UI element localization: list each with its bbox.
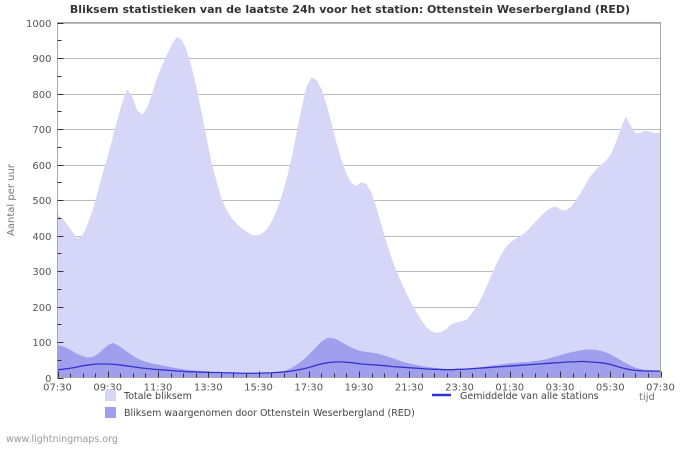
average-line-series	[57, 360, 661, 374]
legend-item: Gemiddelde van alle stations	[432, 391, 599, 402]
y-axis-ticks: 0 100 200 300 400 500 600 700 800 900 1000	[26, 19, 64, 385]
chart-legend: Totale bliksem Bliksem waargenomen door O…	[105, 390, 599, 419]
y-tick-label: 1000	[26, 19, 51, 30]
x-tick-label: 05:30	[596, 383, 625, 394]
plot-series-areas	[57, 36, 661, 378]
legend-swatch-icon	[105, 407, 116, 418]
x-tick-label: 23:30	[445, 383, 474, 394]
legend-item-label: Gemiddelde van alle stations	[460, 391, 599, 402]
x-tick-label: 01:30	[495, 383, 524, 394]
y-axis-label: Aantal per uur	[6, 163, 17, 236]
legend-item: Totale bliksem	[105, 390, 192, 402]
x-tick-label: 21:30	[395, 383, 424, 394]
x-tick-label: 09:30	[93, 383, 122, 394]
x-axis-ticks: 07:30 09:30 11:30 13:30 15:30 17:30 19:30 21:30…	[43, 371, 675, 394]
x-tick-label: 11:30	[144, 383, 173, 394]
y-tick-label: 0	[45, 374, 51, 385]
y-tick-label: 100	[32, 338, 51, 349]
y-tick-label: 700	[32, 125, 51, 136]
x-tick-label: 07:30	[43, 383, 72, 394]
legend-item-label: Totale bliksem	[123, 391, 192, 402]
y-tick-label: 400	[32, 232, 51, 243]
x-tick-label: 17:30	[294, 383, 323, 394]
legend-item: Bliksem waargenomen door Ottenstein Wese…	[105, 407, 415, 419]
y-tick-label: 200	[32, 303, 51, 314]
y-tick-label: 800	[32, 90, 51, 101]
y-tick-label: 500	[32, 196, 51, 207]
x-tick-label: 19:30	[345, 383, 374, 394]
x-tick-label: 15:30	[244, 383, 273, 394]
x-tick-label: 13:30	[194, 383, 223, 394]
watermark-text: www.lightningmaps.org	[6, 434, 118, 445]
page-title: Bliksem statistieken van de laatste 24h …	[70, 3, 630, 16]
y-tick-label: 900	[32, 54, 51, 65]
x-axis-label: tijd	[639, 392, 655, 403]
legend-swatch-icon	[105, 390, 116, 401]
x-tick-label: 07:30	[646, 383, 675, 394]
x-tick-label: 03:30	[546, 383, 575, 394]
y-tick-label: 300	[32, 267, 51, 278]
legend-item-label: Bliksem waargenomen door Ottenstein Wese…	[124, 408, 415, 419]
series-area-total-lightning	[57, 36, 661, 378]
y-tick-label: 600	[32, 161, 51, 172]
series-area-station-lightning	[57, 337, 661, 378]
series-line-average-all-stations	[57, 360, 661, 374]
